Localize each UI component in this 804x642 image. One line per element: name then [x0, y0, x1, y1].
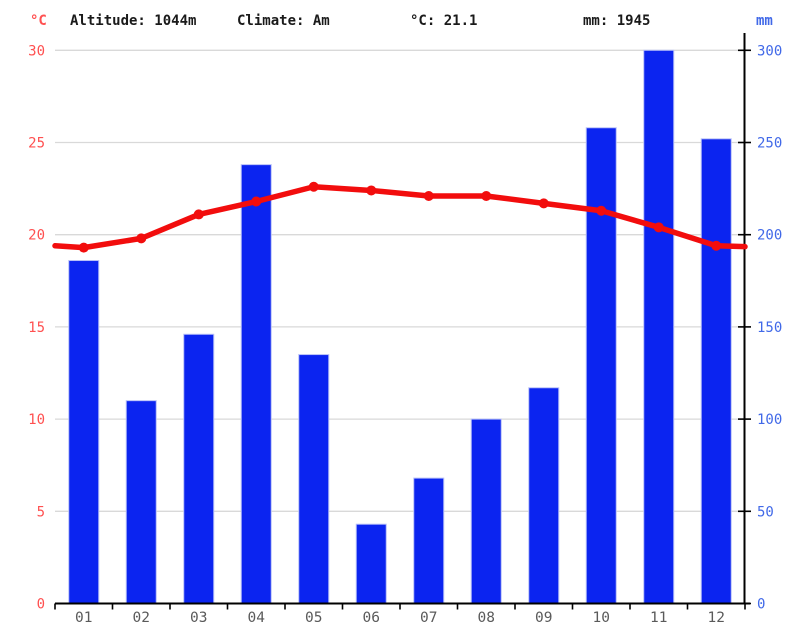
- temperature-line-layer: [52, 181, 748, 253]
- climate-class-label: Climate: Am: [237, 13, 330, 29]
- temperature-point-07: [423, 190, 434, 201]
- month-label-08: 08: [478, 610, 495, 626]
- precipitation-bar-05: [298, 354, 330, 604]
- temperature-point-09: [538, 198, 549, 209]
- precipitation-bar-12: [700, 138, 732, 604]
- temperature-point-04: [251, 196, 262, 207]
- temperature-point-05: [308, 181, 319, 192]
- precipitation-bar-06: [355, 523, 387, 605]
- left-axis-label-15: 15: [28, 320, 45, 336]
- axes-layer: [54, 33, 751, 610]
- right-axis-label-250: 250: [757, 136, 782, 152]
- right-axis-label-300: 300: [757, 43, 782, 59]
- month-label-09: 09: [535, 610, 552, 626]
- left-axis-label-5: 5: [37, 504, 45, 520]
- temperature-point-11: [653, 222, 664, 233]
- month-label-11: 11: [650, 610, 667, 626]
- left-axis-label-30: 30: [28, 43, 45, 59]
- precipitation-bar-08: [470, 418, 502, 604]
- temperature-point-08: [481, 190, 492, 201]
- left-axis-label-25: 25: [28, 136, 45, 152]
- month-label-05: 05: [305, 610, 322, 626]
- right-axis-label-100: 100: [757, 412, 782, 428]
- temperature-point-03: [193, 209, 204, 220]
- temperature-point-02: [136, 233, 147, 244]
- left-axis-label-20: 20: [28, 228, 45, 244]
- month-label-01: 01: [75, 610, 92, 626]
- right-axis-label-150: 150: [757, 320, 782, 336]
- precipitation-bar-07: [413, 477, 445, 604]
- right-axis-label-50: 50: [757, 504, 774, 520]
- left-axis-unit-label: °C: [30, 13, 47, 29]
- month-label-12: 12: [708, 610, 725, 626]
- mean-temperature-label: °C: 21.1: [410, 13, 477, 29]
- precipitation-bar-04: [240, 164, 272, 605]
- precipitation-bar-10: [585, 127, 617, 605]
- month-label-10: 10: [593, 610, 610, 626]
- right-axis-label-0: 0: [757, 597, 765, 613]
- altitude-label: Altitude: 1044m: [70, 13, 196, 29]
- precipitation-bar-09: [528, 387, 560, 605]
- left-axis-label-0: 0: [37, 597, 45, 613]
- temperature-point-10: [596, 205, 607, 216]
- precipitation-bar-03: [183, 333, 215, 604]
- annual-precipitation-label: mm: 1945: [583, 13, 650, 29]
- right-axis-label-200: 200: [757, 228, 782, 244]
- month-label-04: 04: [248, 610, 266, 626]
- temperature-point-12: [711, 240, 722, 251]
- temperature-point-01: [78, 242, 89, 253]
- temperature-point-06: [366, 185, 377, 196]
- precipitation-bar-01: [68, 260, 100, 604]
- precipitation-bar-11: [643, 49, 675, 605]
- month-label-06: 06: [363, 610, 380, 626]
- precipitation-bar-02: [125, 400, 157, 604]
- precipitation-bars-layer: [68, 49, 732, 605]
- gridlines-layer: [55, 49, 744, 512]
- right-axis-unit-label: mm: [756, 13, 773, 29]
- temperature-line: [52, 184, 748, 251]
- left-axis-label-10: 10: [28, 412, 45, 428]
- month-label-02: 02: [133, 610, 150, 626]
- month-label-03: 03: [190, 610, 207, 626]
- month-label-07: 07: [420, 610, 437, 626]
